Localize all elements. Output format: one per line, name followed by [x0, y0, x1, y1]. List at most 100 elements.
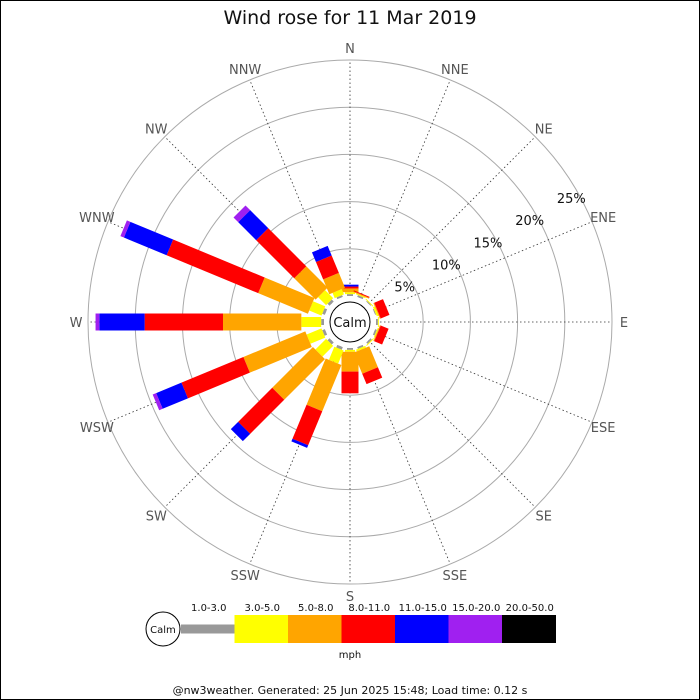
bar-group-ese: [372, 325, 389, 345]
bar-wnw-15.0-20.0: [120, 220, 131, 238]
legend-swatch-1.0-3.0: [181, 624, 235, 634]
bar-group-wsw: [152, 328, 328, 411]
spoke-nw: [164, 136, 332, 304]
bar-nw-1.0-3.0: [327, 299, 334, 306]
legend-swatch-15.0-20.0: [448, 615, 503, 643]
direction-label-nnw: NNW: [229, 63, 261, 78]
footer-text: @nw3weather. Generated: 25 Jun 2025 15:4…: [173, 684, 528, 697]
bar-sse-5.0-8.0: [353, 346, 378, 374]
direction-label-se: SE: [536, 510, 552, 525]
bar-ssw-8.0-11.0: [292, 404, 323, 446]
direction-label-wsw: WSW: [80, 421, 114, 436]
chart-title: Wind rose for 11 Mar 2019: [223, 7, 476, 29]
calm-center: Calm: [329, 301, 371, 343]
direction-label-s: S: [346, 590, 354, 605]
bar-group-nw: [233, 205, 334, 306]
bar-group-se: [366, 338, 374, 346]
bar-sw-11.0-15.0: [230, 421, 251, 442]
spoke-ne: [368, 136, 536, 304]
bar-group-s: [341, 348, 359, 394]
ring-label-20: 20%: [515, 214, 544, 229]
bar-group-w: [95, 313, 324, 331]
bar-nne-1.0-3.0: [357, 295, 364, 300]
bar-nnw-3.0-5.0: [332, 289, 344, 299]
direction-label-wnw: WNW: [79, 211, 115, 226]
direction-label-ese: ESE: [591, 421, 616, 436]
direction-label-ssw: SSW: [230, 569, 260, 584]
bar-wnw-1.0-3.0: [322, 308, 328, 315]
bar-ssw-5.0-8.0: [306, 358, 342, 412]
legend-swatch-8.0-11.0: [341, 615, 396, 643]
legend-swatch-5.0-8.0: [288, 615, 342, 643]
bar-ne-1.0-3.0: [366, 300, 372, 306]
spoke-sw: [164, 340, 332, 508]
ring-label-15: 15%: [474, 236, 503, 251]
legend-swatch-11.0-15.0: [395, 615, 449, 643]
ring-labels: 5% 10% 15% 20% 25%: [394, 192, 585, 296]
bar-ssw-11.0-15.0: [291, 438, 309, 448]
bar-ene-3.0-5.0: [372, 306, 379, 317]
bar-w-5.0-8.0: [222, 313, 302, 331]
bar-sw-5.0-8.0: [272, 347, 325, 400]
ring-label-10: 10%: [432, 258, 461, 273]
bar-group-n: [341, 284, 359, 296]
bar-n-5.0-8.0: [341, 288, 359, 293]
bar-n-8.0-11.0: [341, 286, 359, 289]
direction-label-sse: SSE: [442, 569, 467, 584]
legend-unit: mph: [339, 650, 361, 661]
calm-label: Calm: [333, 316, 366, 331]
direction-label-ne: NE: [535, 122, 553, 137]
bar-se-1.0-3.0: [366, 338, 372, 344]
bar-n-1.0-3.0: [347, 294, 353, 296]
bar-group-e: [376, 317, 379, 327]
legend-swatch-20.0-50.0: [502, 615, 556, 643]
legend-label-1.0-3.0: 1.0-3.0: [191, 603, 226, 614]
bar-s-3.0-5.0: [345, 349, 355, 352]
bar-w-1.0-3.0: [321, 319, 324, 325]
bar-s-5.0-8.0: [341, 351, 359, 372]
direction-label-nne: NNE: [441, 63, 469, 78]
bar-nnw-8.0-11.0: [315, 255, 339, 280]
bar-e-1.0-3.0: [376, 319, 378, 325]
bar-ene-8.0-11.0: [374, 299, 390, 319]
bar-nne-5.0-8.0: [353, 291, 370, 299]
bar-ene-5.0-8.0: [373, 302, 381, 319]
spoke-nne: [359, 79, 451, 299]
bar-group-ene: [372, 299, 390, 319]
spoke-ene: [373, 221, 593, 313]
direction-label-e: E: [620, 316, 628, 331]
bar-nnw-1.0-3.0: [336, 295, 343, 300]
bar-s-8.0-11.0: [341, 371, 359, 394]
bar-wnw-8.0-11.0: [166, 239, 265, 294]
bar-sw-1.0-3.0: [327, 338, 334, 345]
bar-sse-8.0-11.0: [362, 367, 383, 385]
bar-nw-5.0-8.0: [294, 266, 328, 300]
bar-nw-15.0-20.0: [233, 205, 251, 223]
bar-sse-1.0-3.0: [357, 344, 364, 349]
legend-label-15.0-20.0: 15.0-20.0: [452, 603, 500, 614]
legend-label-5.0-8.0: 5.0-8.0: [298, 603, 333, 614]
bar-w-3.0-5.0: [301, 317, 322, 327]
legend-label-11.0-15.0: 11.0-15.0: [399, 603, 447, 614]
bar-nw-8.0-11.0: [256, 228, 307, 279]
direction-spokes: [88, 60, 612, 584]
bar-ene-1.0-3.0: [372, 308, 377, 315]
bar-ese-5.0-8.0: [373, 325, 381, 342]
bar-nnw-5.0-8.0: [323, 272, 346, 295]
bar-wsw-15.0-20.0: [152, 393, 163, 411]
bar-group-nnw: [311, 245, 346, 300]
legend-label-8.0-11.0: 8.0-11.0: [348, 603, 390, 614]
direction-label-nw: NW: [145, 122, 168, 137]
ring-label-5: 5%: [394, 281, 415, 296]
bar-group-ssw: [291, 344, 344, 448]
spoke-sse: [359, 345, 451, 565]
bar-nw-3.0-5.0: [318, 290, 334, 306]
bar-sse-3.0-5.0: [356, 345, 367, 352]
bar-w-8.0-11.0: [144, 313, 223, 331]
bar-group-sw: [230, 338, 334, 442]
bar-wnw-3.0-5.0: [309, 301, 326, 316]
bar-nw-11.0-15.0: [238, 210, 269, 241]
direction-label-sw: SW: [146, 510, 167, 525]
bar-wnw-11.0-15.0: [123, 221, 174, 256]
